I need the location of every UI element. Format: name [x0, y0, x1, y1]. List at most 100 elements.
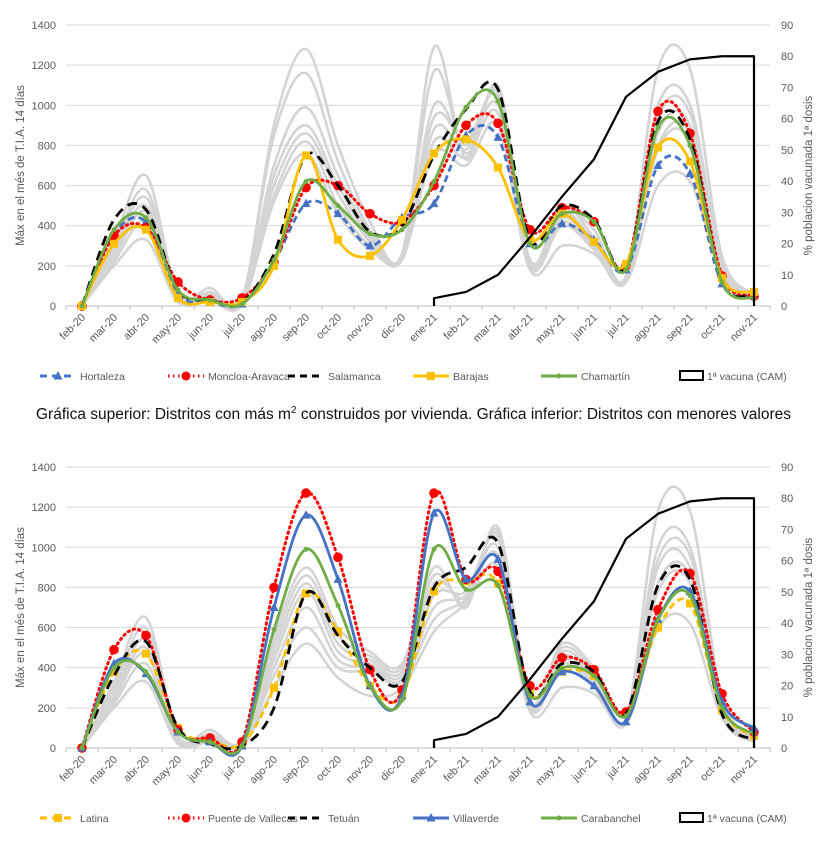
x-tick-label: nov-20 — [344, 754, 376, 786]
y-tick-label: 200 — [38, 261, 56, 273]
data-point — [333, 574, 343, 583]
data-point — [463, 104, 469, 110]
legend-label: Barajas — [453, 371, 489, 383]
data-point — [653, 160, 663, 169]
data-point — [557, 666, 567, 676]
data-point — [654, 623, 662, 632]
legend-marker — [54, 814, 62, 822]
y2-tick-label: 90 — [781, 462, 793, 474]
data-point — [654, 143, 662, 152]
x-tick-label: ago-21 — [631, 754, 664, 787]
data-point — [687, 142, 693, 148]
y2-tick-label: 80 — [781, 51, 793, 63]
x-tick-label: nov-21 — [728, 754, 760, 786]
series-line-latina — [80, 572, 755, 749]
data-point — [303, 546, 309, 552]
legend-label: 1ª vacuna (CAM) — [707, 813, 787, 825]
data-point — [589, 664, 599, 675]
data-point — [269, 602, 279, 611]
data-point — [239, 743, 245, 749]
y2-tick-label: 10 — [781, 712, 793, 724]
y-tick-label: 1200 — [32, 60, 56, 72]
y2-axis-title: % poblacion vacunada 1ª dosis — [803, 537, 815, 697]
background-district-line — [80, 485, 756, 750]
x-tick-label: jul-20 — [220, 312, 248, 340]
y2-tick-label: 50 — [781, 145, 793, 157]
x-tick-label: may-20 — [150, 754, 184, 788]
data-point — [462, 135, 470, 144]
data-point — [429, 488, 439, 498]
x-tick-label: sep-20 — [280, 754, 312, 786]
data-point — [333, 552, 343, 563]
legend-item: Tetuán — [288, 813, 360, 825]
data-point — [590, 237, 598, 246]
data-point — [365, 208, 375, 219]
data-point — [495, 582, 501, 588]
y2-tick-label: 20 — [781, 681, 793, 693]
x-tick-label: abr-20 — [121, 312, 152, 343]
x-tick-label: feb-20 — [58, 754, 89, 785]
x-tick-label: oct-21 — [698, 312, 728, 342]
y-tick-label: 800 — [38, 140, 56, 152]
legend-item: Salamanca — [288, 371, 381, 383]
y-tick-label: 800 — [38, 582, 56, 594]
legend-item: Puente de Vallecas — [168, 813, 298, 825]
data-point — [367, 231, 373, 237]
data-point — [302, 589, 310, 598]
data-point — [461, 120, 471, 131]
data-point — [207, 297, 213, 303]
data-point — [269, 582, 279, 593]
y-tick-label: 1400 — [32, 462, 56, 474]
data-point — [622, 259, 630, 268]
x-tick-label: feb-21 — [442, 312, 473, 343]
legend-item: 1ª vacuna (CAM) — [679, 370, 787, 383]
data-point — [367, 683, 373, 689]
data-point — [334, 627, 342, 636]
x-tick-label: may-20 — [150, 312, 184, 346]
series-line-moncloa-aravaca — [80, 99, 756, 308]
x-tick-label: oct-20 — [314, 754, 344, 784]
data-point — [271, 257, 277, 263]
y2-tick-label: 20 — [781, 239, 793, 251]
legend-item: Chamartín — [541, 371, 630, 383]
series-line-vaccine — [432, 55, 756, 306]
x-tick-label: ene-21 — [407, 312, 440, 345]
data-point — [174, 293, 182, 302]
data-point — [557, 652, 567, 663]
series-line-puente-de-vallecas — [80, 489, 756, 755]
data-point — [270, 683, 278, 692]
y-tick-label: 1400 — [32, 20, 56, 32]
caption-part1: Gráfica superior: Distritos con más m — [35, 406, 291, 424]
data-point — [431, 179, 437, 185]
x-tick-label: ene-21 — [407, 754, 440, 787]
x-tick-label: feb-21 — [442, 754, 473, 785]
data-point — [335, 203, 341, 209]
x-tick-label: mar-21 — [471, 312, 504, 345]
data-point — [463, 586, 469, 592]
data-point — [143, 215, 149, 221]
legend-label: Latina — [80, 813, 109, 825]
legend-item: Carabanchel — [541, 813, 641, 825]
legend-marker — [427, 372, 435, 380]
x-tick-label: sep-21 — [664, 312, 696, 344]
data-point — [399, 227, 405, 233]
data-point — [79, 303, 85, 309]
y-tick-label: 1000 — [32, 100, 56, 112]
data-point — [719, 279, 725, 285]
x-tick-label: sep-21 — [664, 754, 696, 786]
data-point — [302, 151, 310, 160]
x-tick-label: jun-21 — [569, 754, 600, 785]
data-point — [686, 157, 694, 166]
data-point — [271, 627, 277, 633]
legend-label: Moncloa-Aravaca — [208, 371, 290, 383]
series-line-vaccine — [432, 497, 756, 748]
bottom-chart: 0 200 400 600 800 1000 1200 1400 0 10 20 30 40 50 60 70… — [15, 462, 815, 825]
data-point — [301, 198, 311, 208]
x-tick-label: abr-21 — [505, 312, 536, 343]
data-point — [559, 665, 565, 671]
legend-label: Carabanchel — [581, 813, 641, 825]
data-point — [526, 235, 534, 244]
x-tick-label: dic-20 — [378, 754, 408, 784]
legend-item: Moncloa-Aravaca — [168, 371, 290, 383]
data-point — [494, 163, 502, 172]
